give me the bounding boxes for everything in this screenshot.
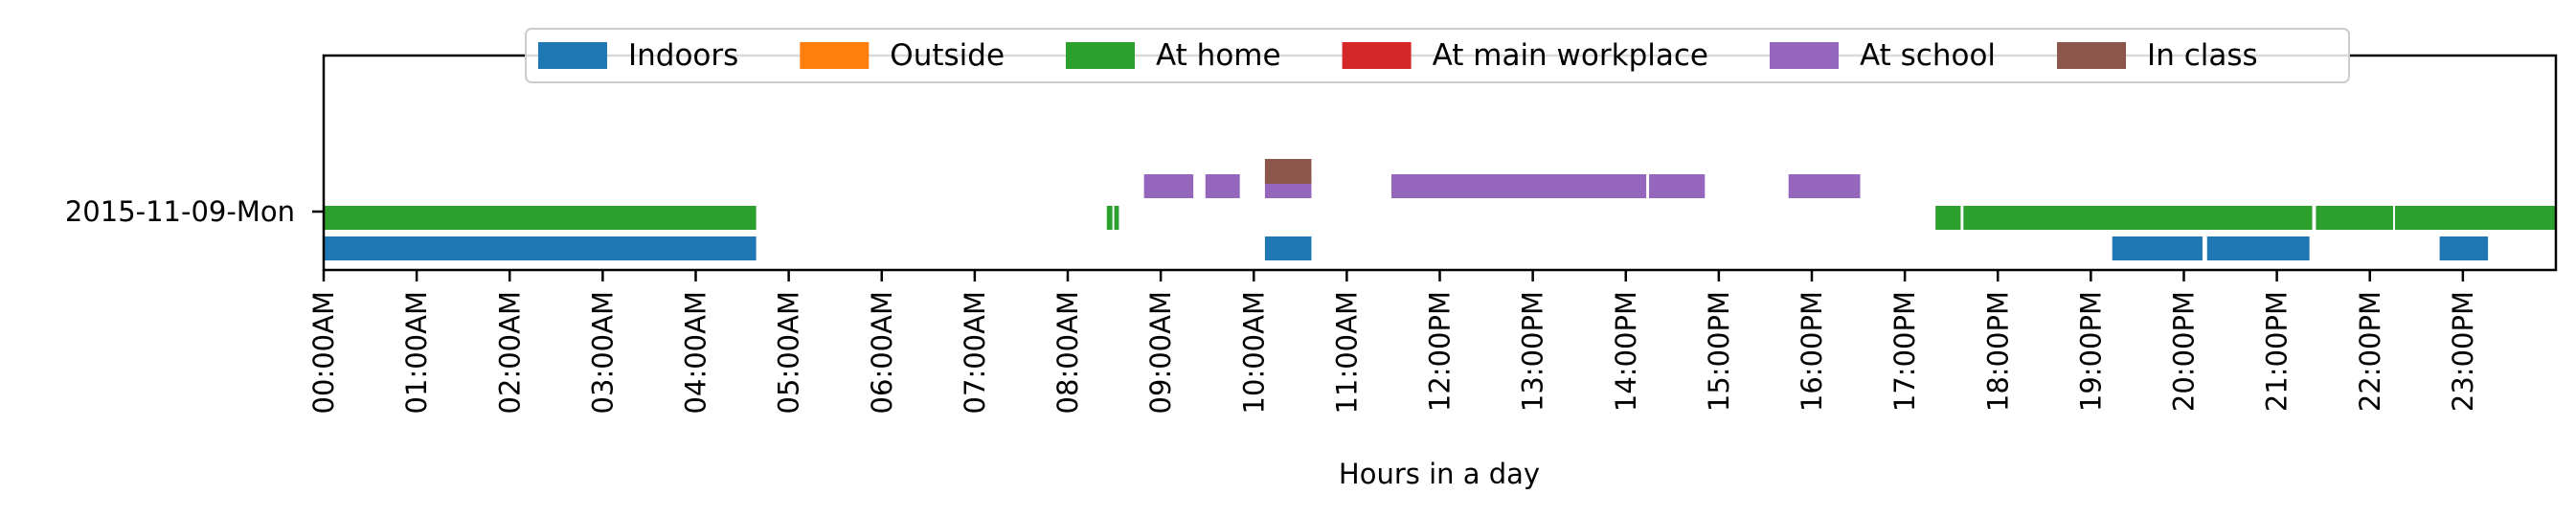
activity-bars bbox=[324, 159, 2556, 260]
x-tick-label: 14:00PM bbox=[1610, 291, 1642, 412]
x-tick-label: 21:00PM bbox=[2261, 291, 2294, 412]
x-axis-ticks: 00:00AM 01:00AM 02:00AM 03:00AM 04:00AM 05:00… bbox=[307, 270, 2479, 414]
x-tick-label: 09:00AM bbox=[1144, 291, 1177, 414]
bar-at-school bbox=[1143, 174, 1194, 198]
legend-swatch-in-class bbox=[2057, 42, 2127, 69]
bar-at-home bbox=[324, 206, 757, 230]
bar-at-school bbox=[1788, 174, 1861, 198]
x-tick-label: 06:00AM bbox=[866, 291, 898, 414]
legend-label-at-home: At home bbox=[1156, 38, 1281, 73]
legend-swatch-at-home bbox=[1066, 42, 1136, 69]
x-tick-label: 18:00PM bbox=[1981, 291, 2014, 412]
x-tick-label: 22:00PM bbox=[2354, 291, 2386, 412]
x-tick-label: 07:00AM bbox=[959, 291, 991, 414]
legend-label-at-school: At school bbox=[1860, 38, 1996, 73]
x-tick-label: 16:00PM bbox=[1796, 291, 1828, 412]
bar-at-home bbox=[1114, 206, 1119, 230]
x-tick-label: 20:00PM bbox=[2168, 291, 2201, 412]
x-tick-label: 08:00AM bbox=[1051, 291, 1084, 414]
legend-label-at-main-workplace: At main workplace bbox=[1433, 38, 1708, 73]
bar-indoors bbox=[2206, 236, 2310, 260]
x-axis-label: Hours in a day bbox=[1339, 458, 1540, 490]
x-tick-label: 23:00PM bbox=[2447, 291, 2479, 412]
y-axis: 2015-11-09-Mon bbox=[65, 195, 324, 228]
bar-indoors bbox=[1264, 236, 1312, 260]
x-tick-label: 17:00PM bbox=[1888, 291, 1921, 412]
y-tick-label: 2015-11-09-Mon bbox=[65, 195, 295, 228]
x-tick-label: 11:00AM bbox=[1330, 291, 1363, 414]
bar-indoors bbox=[2112, 236, 2203, 260]
x-tick-label: 03:00AM bbox=[586, 291, 619, 414]
x-tick-label: 19:00PM bbox=[2074, 291, 2107, 412]
x-tick-label: 12:00PM bbox=[1424, 291, 1457, 412]
x-tick-label: 13:00PM bbox=[1517, 291, 1549, 412]
bar-at-school bbox=[1649, 174, 1706, 198]
legend-frame bbox=[525, 28, 2350, 83]
x-tick-label: 00:00AM bbox=[307, 291, 340, 414]
x-tick-label: 02:00AM bbox=[493, 291, 526, 414]
bar-at-school bbox=[1205, 174, 1240, 198]
bar-at-home bbox=[1106, 206, 1113, 230]
bar-indoors bbox=[2439, 236, 2489, 260]
bar-at-school bbox=[1390, 174, 1647, 198]
x-tick-label: 10:00AM bbox=[1237, 291, 1270, 414]
x-tick-label: 15:00PM bbox=[1703, 291, 1735, 412]
x-tick-label: 01:00AM bbox=[400, 291, 433, 414]
x-tick-label: 04:00AM bbox=[680, 291, 712, 414]
bar-at-home bbox=[1963, 206, 2313, 230]
legend-swatch-indoors bbox=[538, 42, 607, 69]
legend-label-in-class: In class bbox=[2147, 38, 2258, 73]
legend-swatch-at-school bbox=[1769, 42, 1839, 69]
legend-swatch-outside bbox=[800, 42, 870, 69]
legend-label-indoors: Indoors bbox=[628, 38, 738, 73]
bar-at-home bbox=[2394, 206, 2556, 230]
legend-label-outside: Outside bbox=[890, 38, 1005, 73]
legend-swatch-at-main-workplace bbox=[1342, 42, 1412, 69]
bar-at-home bbox=[1935, 206, 1961, 230]
bar-in-class bbox=[1264, 159, 1312, 184]
bar-at-home bbox=[2316, 206, 2394, 230]
bar-indoors bbox=[324, 236, 757, 260]
x-tick-label: 05:00AM bbox=[773, 291, 805, 414]
legend: Indoors Outside At home At main workplace At… bbox=[525, 28, 2350, 83]
